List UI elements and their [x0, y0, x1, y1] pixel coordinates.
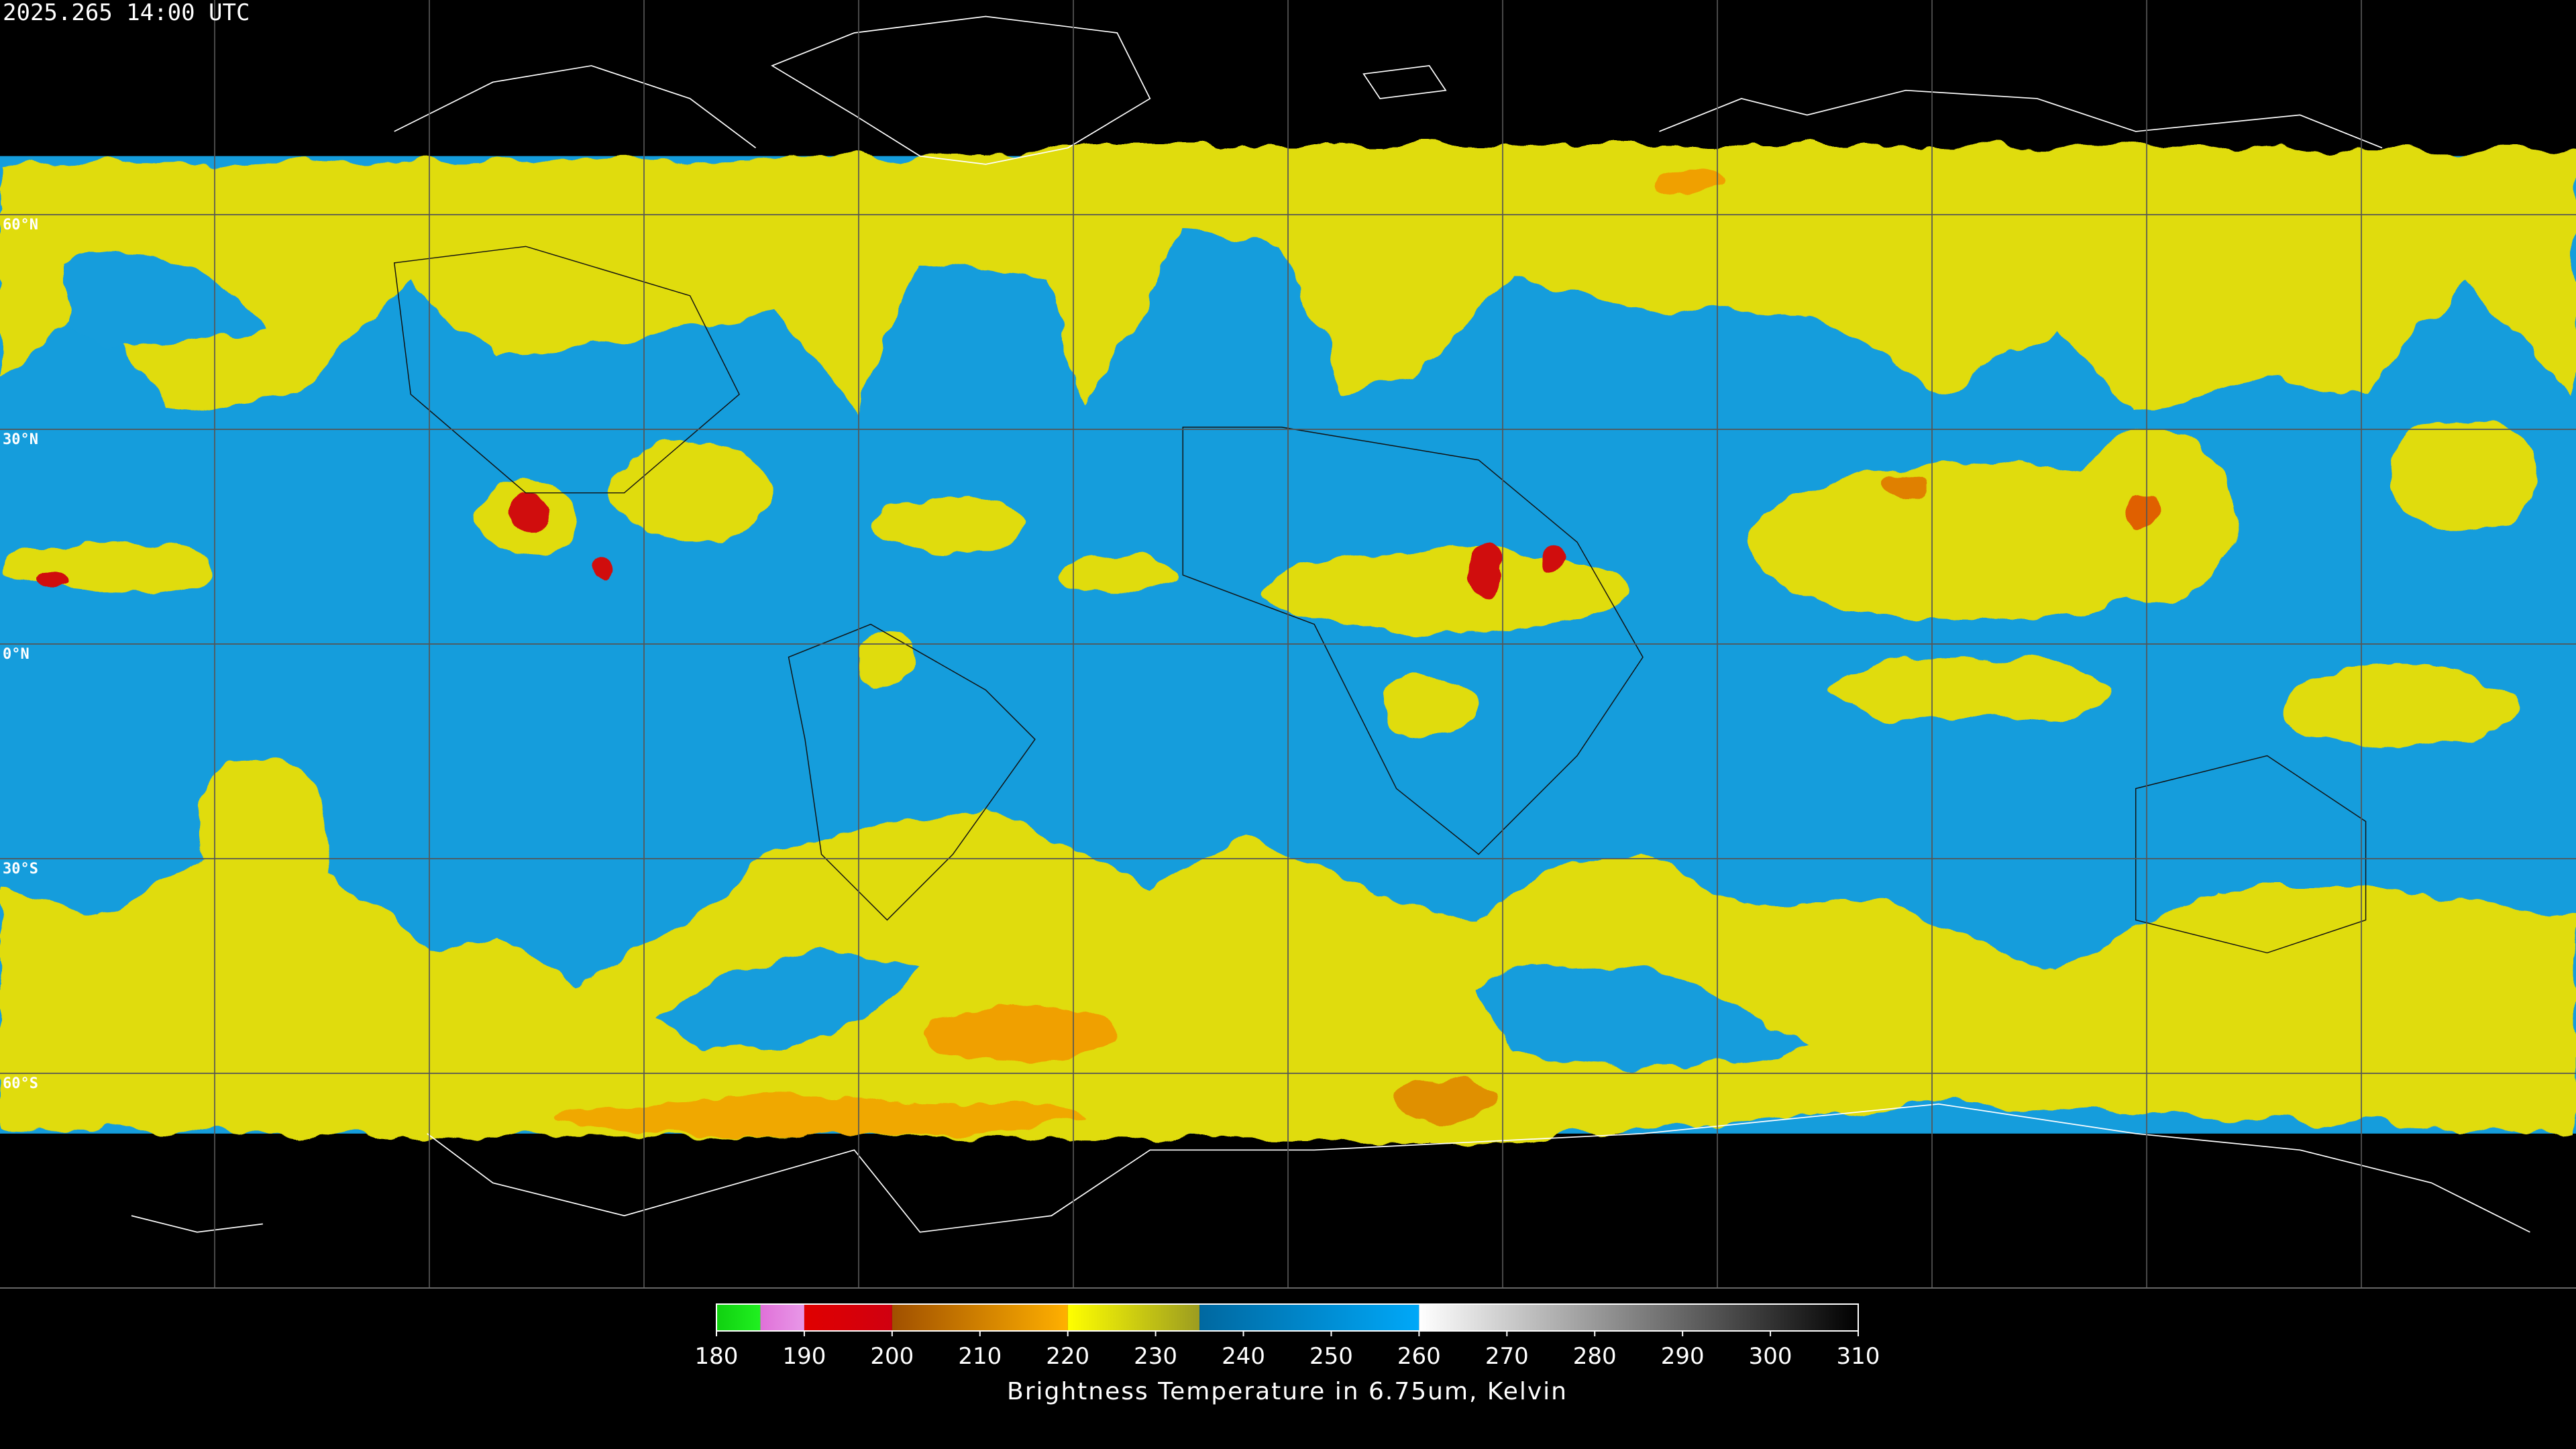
colorbar-tick-label: 290 — [1661, 1343, 1705, 1370]
colorbar-tick-label: 270 — [1485, 1343, 1529, 1370]
imagery — [0, 0, 2576, 1289]
colorbar-tick-label: 230 — [1134, 1343, 1177, 1370]
colorbar-tick-label: 300 — [1749, 1343, 1792, 1370]
lat-label: 30°S — [3, 861, 38, 877]
colorbar-tick-label: 260 — [1397, 1343, 1441, 1370]
colorbar-segment — [892, 1304, 1068, 1331]
colorbar-tick-label: 240 — [1222, 1343, 1265, 1370]
colorbar-segment — [1419, 1304, 1858, 1331]
colorbar-frame — [716, 1303, 1859, 1332]
lat-label: 30°N — [3, 431, 38, 448]
colorbar-segment — [1067, 1304, 1200, 1331]
colorbar-tick-label: 210 — [958, 1343, 1002, 1370]
colorbar-segment — [1199, 1304, 1419, 1331]
colorbar-tick-label: 180 — [695, 1343, 739, 1370]
colorbar-tick-label: 200 — [870, 1343, 914, 1370]
colorbar-segment — [716, 1304, 761, 1331]
colorbar-segment — [760, 1304, 804, 1331]
latitude-labels: 60°N 30°N 0°N 30°S 60°S — [3, 217, 38, 1092]
colorbar-tick-label: 280 — [1573, 1343, 1617, 1370]
timestamp: 2025.265 14:00 UTC — [3, 0, 250, 26]
colorbar-title: Brightness Temperature in 6.75um, Kelvin — [1007, 1378, 1568, 1405]
graticule — [0, 0, 2576, 1289]
colorbar-segment — [804, 1304, 892, 1331]
lat-label: 0°N — [3, 646, 30, 663]
colorbar: 180 190 200 210 220 230 240 250 260 270 280 290 300 3… — [695, 1303, 1880, 1370]
colorbar-tick-label: 190 — [782, 1343, 826, 1370]
lat-label: 60°S — [3, 1075, 38, 1092]
coastlines — [131, 15, 2530, 1233]
lat-label: 60°N — [3, 217, 38, 233]
colorbar-tick-label: 310 — [1837, 1343, 1880, 1370]
cold-tops — [32, 167, 2161, 1137]
colorbar-tick-label: 220 — [1046, 1343, 1089, 1370]
colorbar-tick-label: 250 — [1309, 1343, 1353, 1370]
